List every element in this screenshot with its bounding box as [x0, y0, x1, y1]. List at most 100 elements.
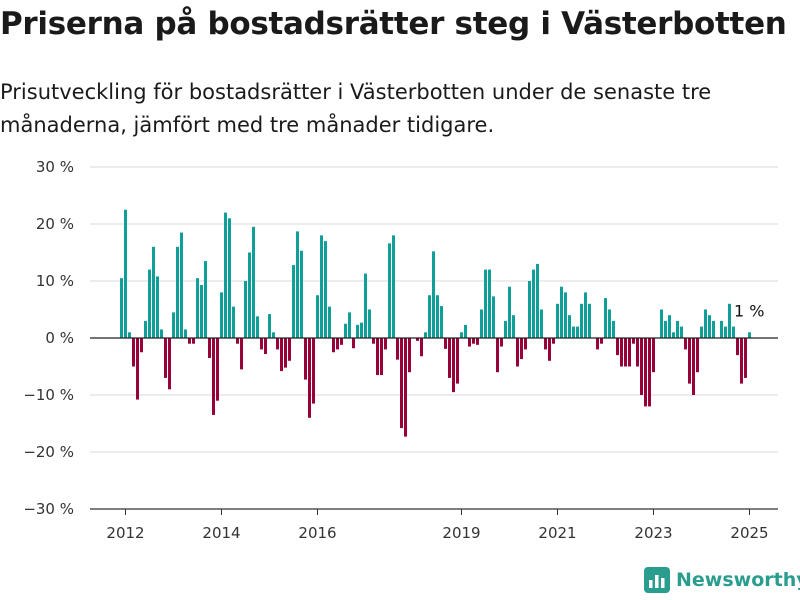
bar	[120, 278, 123, 338]
bar	[340, 338, 343, 345]
chart-subtitle: Prisutveckling för bostadsrätter i Väste…	[0, 80, 712, 137]
bar	[620, 338, 623, 367]
bar	[232, 306, 235, 338]
bar	[244, 281, 247, 338]
bar	[556, 303, 559, 338]
bar	[668, 315, 671, 338]
bar	[220, 292, 223, 338]
y-tick-label: −20 %	[23, 443, 74, 461]
bar	[276, 338, 279, 350]
y-tick-label: 20 %	[36, 215, 74, 233]
bar	[388, 243, 391, 338]
bar	[176, 246, 179, 338]
bar	[632, 338, 635, 344]
bar	[308, 338, 311, 418]
bar	[136, 338, 139, 400]
bar	[124, 209, 127, 338]
y-axis-labels: 30 % 20 % 10 % 0 % −10 % −20 % −30 %	[23, 158, 74, 518]
x-tick-label: 2021	[538, 524, 576, 542]
bar	[316, 295, 319, 338]
newsworthy-logo-icon	[644, 567, 670, 593]
bar	[268, 314, 271, 338]
bar	[644, 338, 647, 407]
bar	[680, 326, 683, 338]
bar	[440, 306, 443, 338]
y-tick-label: −10 %	[23, 386, 74, 404]
bar	[712, 320, 715, 338]
bar	[228, 218, 231, 338]
bar	[256, 316, 259, 338]
bar	[360, 322, 363, 338]
bar	[744, 338, 747, 378]
x-axis-ticks: 2012 2014 2016 2019 2021 2023 2025	[106, 509, 769, 542]
bar	[392, 235, 395, 338]
bar	[732, 326, 735, 338]
chart-title: Priserna på bostadsrätter steg i Västerb…	[0, 6, 787, 42]
bar	[576, 326, 579, 338]
bar	[224, 212, 227, 338]
bar	[304, 338, 307, 380]
bar	[624, 338, 627, 367]
bar	[240, 338, 243, 370]
bar	[204, 261, 207, 338]
bar	[356, 324, 359, 338]
bar	[172, 312, 175, 338]
bar	[248, 252, 251, 338]
bar	[740, 338, 743, 384]
bar	[420, 338, 423, 357]
bar	[516, 338, 519, 367]
bar	[524, 338, 527, 350]
bar	[572, 326, 575, 338]
bar	[540, 309, 543, 338]
bar	[480, 309, 483, 338]
bar	[464, 324, 467, 338]
bar	[492, 296, 495, 338]
bar	[144, 320, 147, 338]
bar	[696, 338, 699, 373]
bar	[600, 338, 603, 344]
x-tick-label: 2016	[298, 524, 336, 542]
bar	[332, 338, 335, 353]
bar	[184, 329, 187, 338]
bar	[704, 309, 707, 338]
bar	[212, 338, 215, 415]
bar	[664, 320, 667, 338]
bar	[376, 338, 379, 376]
bar	[344, 323, 347, 338]
bar	[544, 338, 547, 350]
bar	[628, 338, 631, 367]
bar	[476, 338, 479, 345]
bar	[684, 338, 687, 350]
bar	[748, 332, 751, 338]
bar	[672, 332, 675, 338]
bar	[652, 338, 655, 373]
bar	[428, 295, 431, 338]
bar	[292, 265, 295, 338]
bar	[520, 338, 523, 360]
bar	[688, 338, 691, 384]
bar	[508, 286, 511, 338]
bar	[728, 303, 731, 338]
bar	[496, 338, 499, 373]
bar	[584, 292, 587, 338]
bar	[140, 338, 143, 353]
bar	[180, 232, 183, 338]
bar	[396, 338, 399, 360]
y-tick-label: 30 %	[36, 158, 74, 176]
bar	[436, 295, 439, 338]
bar	[160, 329, 163, 338]
bar	[372, 338, 375, 344]
bar	[468, 338, 471, 347]
bar	[452, 338, 455, 393]
bar	[564, 292, 567, 338]
bar	[168, 338, 171, 390]
bar	[500, 338, 503, 347]
bar	[596, 338, 599, 350]
bar	[280, 338, 283, 372]
bar	[264, 338, 267, 354]
latest-value-annotation: 1 %	[734, 301, 764, 320]
bar	[724, 326, 727, 338]
bar	[456, 338, 459, 384]
bar	[296, 231, 299, 338]
